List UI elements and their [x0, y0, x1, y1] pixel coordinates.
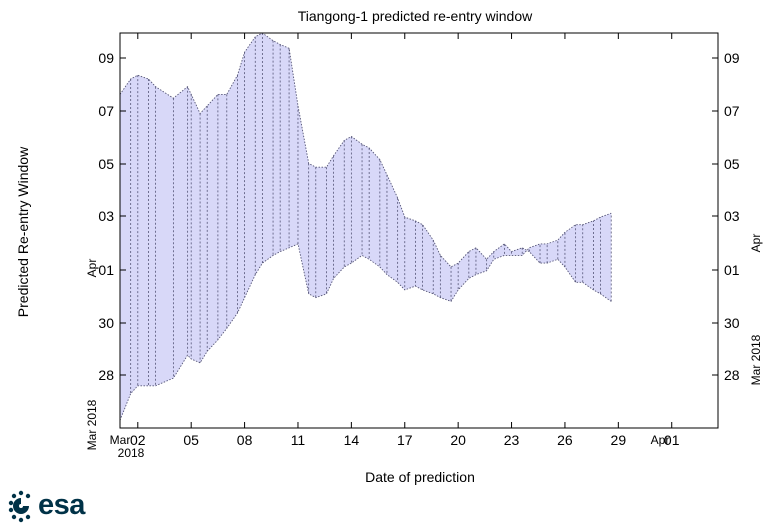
- y-month-label-apr-left: Apr: [85, 259, 99, 278]
- plot-area: [119, 32, 719, 429]
- x-tick-label: 20: [450, 432, 466, 448]
- y-tick-label: 09: [98, 50, 114, 66]
- y-tick-label-right: 05: [724, 156, 740, 172]
- y-tick-label: 03: [98, 208, 114, 224]
- y-tick-label: 05: [98, 156, 114, 172]
- y-axis-ticks-left: 28 30 01 03 05 07 09: [98, 50, 126, 383]
- x-tick-label: 26: [557, 432, 573, 448]
- y-tick-label: 07: [98, 103, 114, 119]
- y-tick-label-right: 03: [724, 208, 740, 224]
- x-month-label-apr: Apr: [651, 433, 670, 447]
- y-axis-label: Predicted Re-entry Window: [15, 146, 31, 317]
- x-tick-label: 23: [504, 432, 520, 448]
- x-tick-label: 29: [611, 432, 627, 448]
- x-tick-label: 02: [130, 432, 146, 448]
- y-tick-label-right: 07: [724, 103, 740, 119]
- x-tick-label: 14: [344, 432, 360, 448]
- x-tick-label: 05: [183, 432, 199, 448]
- y-month-label-apr-right: Apr: [749, 234, 763, 253]
- esa-logo-icon: [8, 490, 31, 523]
- y-tick-label-right: 01: [724, 262, 740, 278]
- x-axis-label: Date of prediction: [365, 469, 475, 485]
- y-month-label-left: Mar 2018: [85, 399, 99, 450]
- x-month-label: Mar: [110, 433, 131, 447]
- chart-title: Tiangong-1 predicted re-entry window: [298, 8, 533, 24]
- upper-bound-line: [119, 32, 612, 302]
- y-tick-label-right: 09: [724, 50, 740, 66]
- y-tick-label: 28: [98, 367, 114, 383]
- x-tick-label: 01: [664, 432, 680, 448]
- x-tick-label: 08: [237, 432, 253, 448]
- x-year-label: 2018: [118, 446, 145, 460]
- y-tick-label: 30: [98, 315, 114, 331]
- y-tick-label: 01: [98, 262, 114, 278]
- x-axis-ticks: 02 05 08 11 14 17 20 23 26 29 01: [130, 33, 680, 448]
- y-axis-ticks-right: 28 30 01 03 05 07 09: [712, 50, 740, 383]
- plot-frame: [119, 32, 719, 429]
- y-tick-label-right: 30: [724, 315, 740, 331]
- x-tick-label: 17: [397, 432, 413, 448]
- lower-bound-line: [119, 212, 612, 421]
- y-tick-label-right: 28: [724, 367, 740, 383]
- x-tick-label: 11: [291, 432, 306, 448]
- reentry-window-area: [120, 33, 612, 421]
- esa-logo-text: esa: [38, 489, 85, 521]
- y-month-label-right: Mar 2018: [749, 334, 763, 385]
